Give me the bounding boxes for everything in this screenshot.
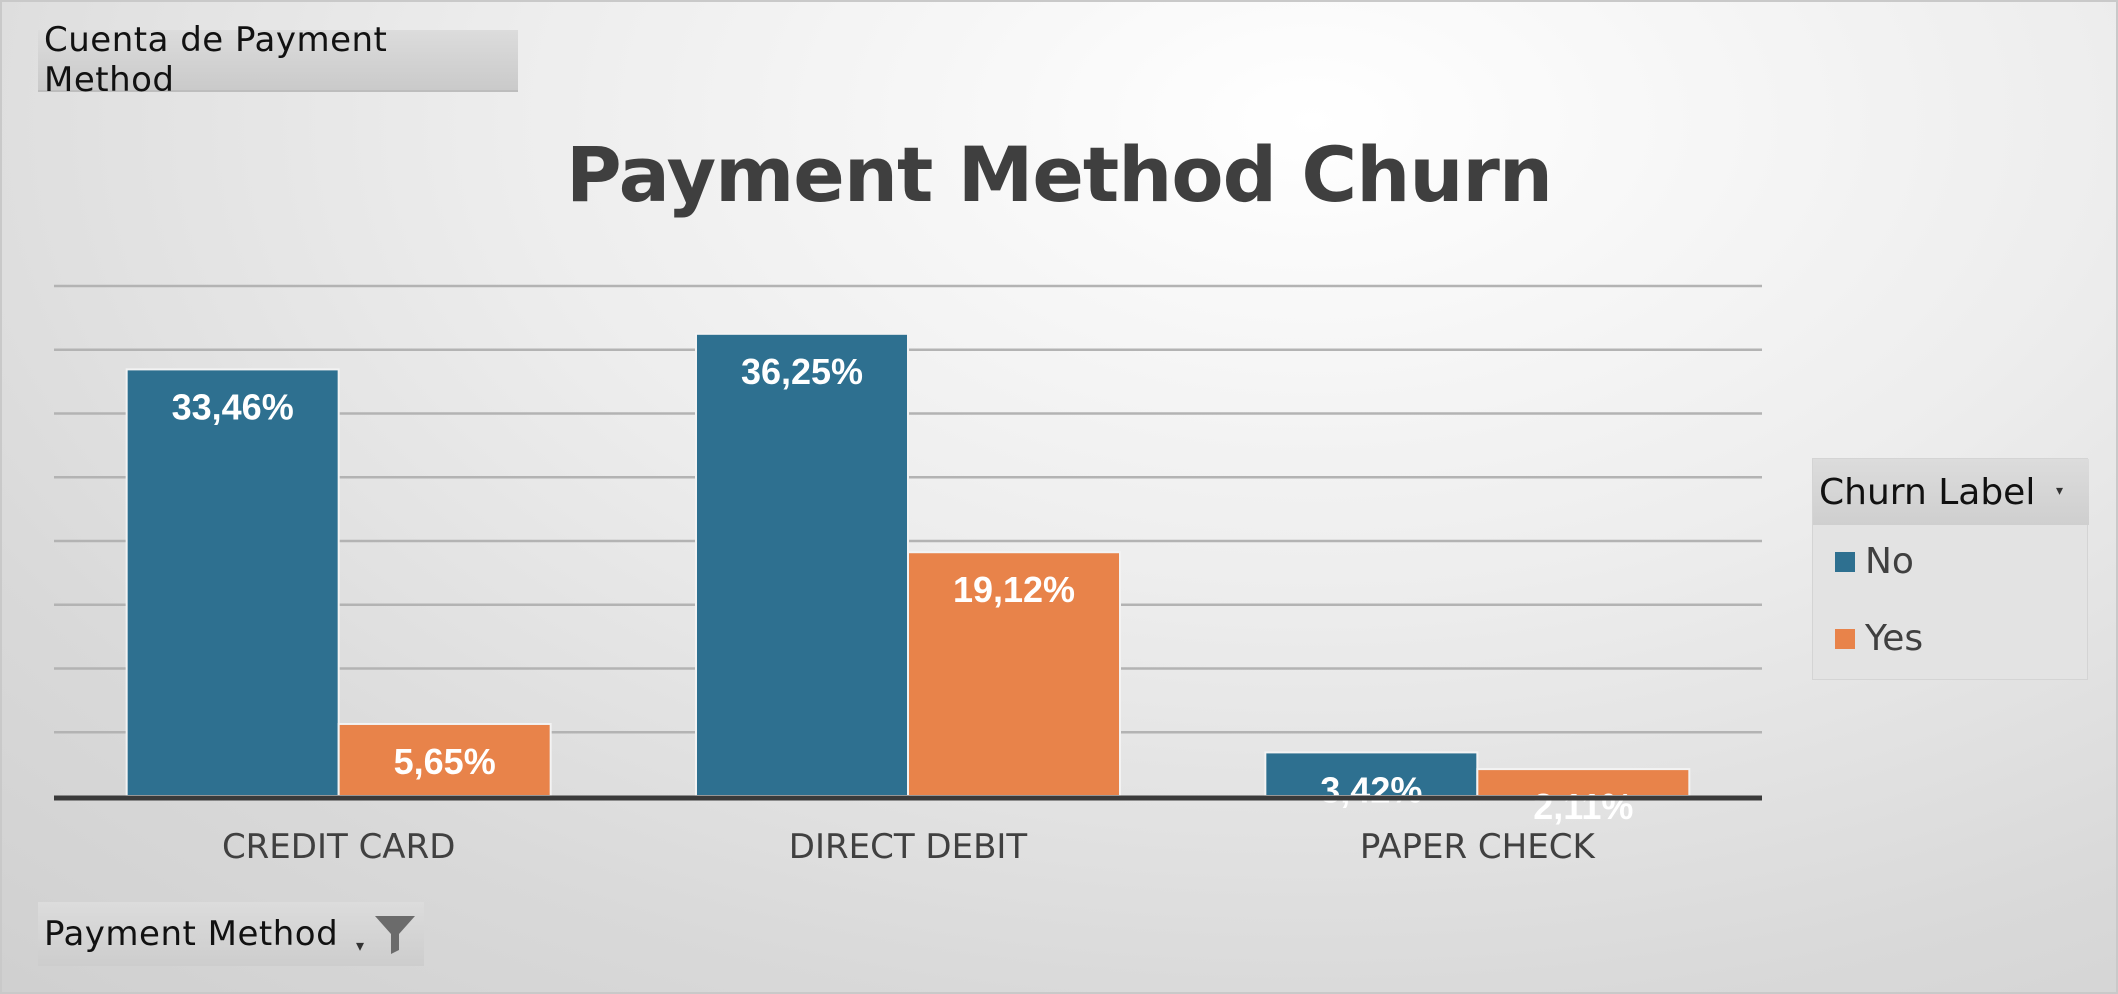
legend-label-no: No	[1865, 541, 1914, 582]
chevron-down-icon[interactable]: ▾	[2055, 483, 2063, 499]
x-tick-label: PAPER CHECK	[1360, 827, 1597, 867]
chevron-down-icon[interactable]: ▾	[356, 936, 365, 955]
x-tick-label: DIRECT DEBIT	[789, 827, 1028, 867]
data-label: 36,25%	[741, 351, 863, 392]
legend-label-yes: Yes	[1865, 618, 1924, 659]
data-label: 2,11%	[1533, 786, 1633, 827]
legend-field-button[interactable]: Churn Label ▾	[1813, 459, 2089, 525]
funnel-filter-icon[interactable]	[372, 912, 418, 956]
legend-item-no: No	[1835, 541, 1914, 582]
data-label: 33,46%	[172, 386, 294, 427]
legend-swatch-yes	[1835, 628, 1855, 649]
legend: Churn Label ▾ No Yes	[1812, 458, 2089, 680]
legend-swatch-no	[1835, 551, 1855, 572]
bar-no	[125, 368, 340, 797]
bar-yes	[1476, 768, 1691, 797]
legend-title: Churn Label	[1819, 471, 2036, 513]
data-label: 19,12%	[953, 569, 1075, 610]
bar-no	[695, 332, 909, 797]
data-label: 5,65%	[394, 741, 496, 782]
axis-field-label: Payment Method	[44, 914, 339, 954]
data-label: 3,42%	[1320, 769, 1422, 810]
legend-item-yes: Yes	[1835, 618, 1923, 659]
value-field-button[interactable]: Cuenta de Payment Method	[38, 20, 518, 100]
axis-field-button[interactable]: Payment Method ▾	[38, 902, 424, 966]
value-field-label: Cuenta de Payment Method	[44, 20, 388, 100]
x-tick-label: CREDIT CARD	[222, 827, 455, 867]
chart-title: Payment Method Churn	[565, 130, 1553, 219]
